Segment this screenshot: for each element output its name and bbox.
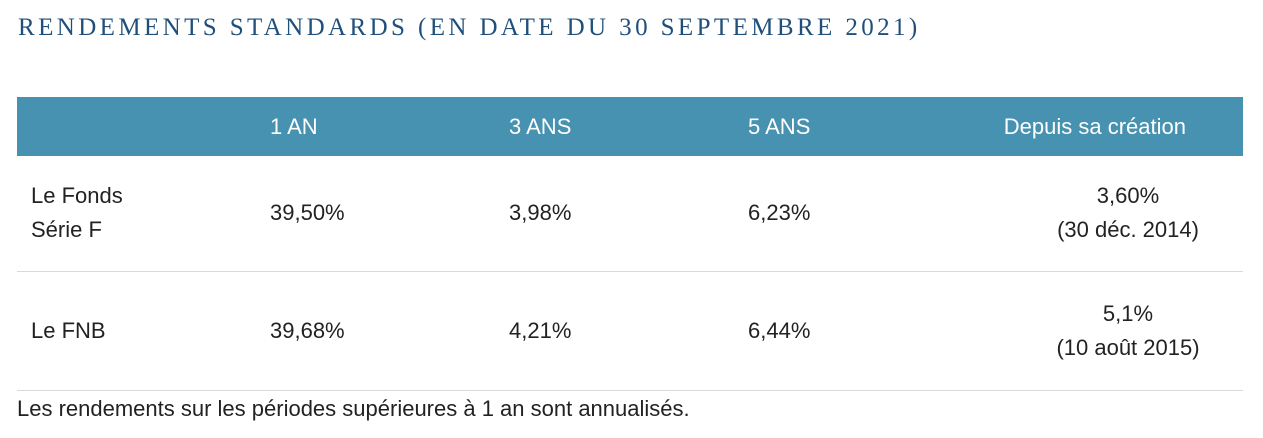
cell-since-inception: 5,1% (10 août 2015) <box>973 271 1243 390</box>
row-label-line2: Série F <box>31 217 102 243</box>
row-label: Le FNB <box>17 271 256 390</box>
header-3-years: 3 ANS <box>509 113 572 139</box>
cell-3-years: 4,21% <box>509 317 572 343</box>
footnote: Les rendements sur les périodes supérieu… <box>17 396 690 421</box>
cell-5-years: 6,44% <box>748 317 811 343</box>
row-label-line1: Le FNB <box>31 317 106 343</box>
since-inception-value: 3,60% <box>1096 183 1160 209</box>
cell-since-inception: 3,60% (30 déc. 2014) <box>973 156 1243 271</box>
cell-1-year: 39,50% <box>270 200 345 226</box>
header-5-years: 5 ANS <box>748 113 811 139</box>
row-label: Le Fonds Série F <box>17 156 256 271</box>
since-inception-date: (30 déc. 2014) <box>1057 217 1199 243</box>
header-1-year: 1 AN <box>270 113 318 139</box>
row-label-line1: Le Fonds <box>31 183 123 209</box>
returns-table: 1 AN 3 ANS 5 ANS Depuis sa création Le F… <box>17 97 1243 391</box>
since-inception-date: (10 août 2015) <box>1056 334 1200 360</box>
header-since-inception: Depuis sa création <box>1003 113 1186 139</box>
header-empty-cell <box>17 97 256 156</box>
cell-5-years: 6,23% <box>748 200 811 226</box>
since-inception-value: 5,1% <box>1102 300 1154 326</box>
cell-3-years: 3,98% <box>509 200 572 226</box>
cell-1-year: 39,68% <box>270 317 345 343</box>
page-title: RENDEMENTS STANDARDS (EN DATE DU 30 SEPT… <box>18 14 921 41</box>
table-row: Le FNB 39,68% 4,21% 6,44% 5,1% (10 août … <box>17 271 1243 390</box>
table-row: Le Fonds Série F 39,50% 3,98% 6,23% 3,60… <box>17 156 1243 271</box>
header-row: 1 AN 3 ANS 5 ANS Depuis sa création <box>17 97 1243 156</box>
table-header: 1 AN 3 ANS 5 ANS Depuis sa création <box>17 97 1243 156</box>
